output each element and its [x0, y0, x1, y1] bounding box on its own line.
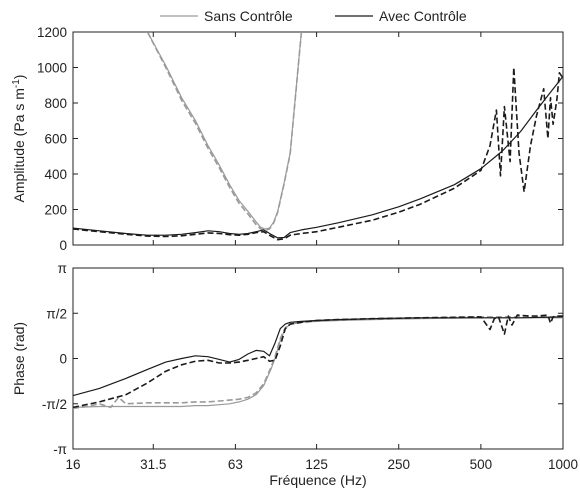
amplitude-ytick-label-6: 1200 — [37, 25, 67, 40]
legend-label-sans: Sans Contrôle — [204, 8, 293, 24]
amplitude-ytick-label-3: 600 — [44, 132, 67, 147]
amplitude-ylabel-exponent: -1 — [11, 79, 22, 88]
amplitude-ytick-label-4: 800 — [44, 96, 67, 111]
amplitude-ytick-label-5: 1000 — [37, 61, 67, 76]
phase-series-sans-solid-line — [73, 317, 563, 408]
phase-series-group — [73, 314, 563, 410]
xtick-label-0: 16 — [65, 457, 80, 472]
phase-series-sans-dashed-line — [73, 316, 563, 410]
phase-ytick-label-2: 0 — [59, 352, 67, 367]
xtick-label-3: 125 — [305, 457, 328, 472]
phase-ylabel: Phase (rad) — [11, 322, 27, 395]
amplitude-series-sans-dashed-line — [146, 32, 303, 232]
amplitude-ytick-label-2: 400 — [44, 167, 67, 182]
amplitude-plot-frame — [72, 31, 564, 246]
phase-series-avec-dashed-line — [73, 314, 563, 409]
phase-plot-frame — [72, 267, 564, 450]
xtick-label-4: 250 — [387, 457, 410, 472]
x-axis-label: Fréquence (Hz) — [269, 472, 366, 488]
xtick-label-1: 31.5 — [140, 457, 166, 472]
amplitude-series-group — [73, 32, 563, 241]
legend: Sans Contrôle Avec Contrôle — [160, 8, 467, 24]
xtick-label-5: 500 — [470, 457, 493, 472]
amplitude-series-sans-solid-line — [146, 32, 302, 230]
legend-label-avec: Avec Contrôle — [379, 8, 467, 24]
amplitude-ytick-label-1: 200 — [44, 203, 67, 218]
amplitude-ylabel-end: ) — [11, 75, 27, 80]
amplitude-ylabel-main: Amplitude (Pa s m — [11, 88, 27, 202]
amplitude-ylabel: Amplitude (Pa s m-1) — [11, 75, 27, 203]
phase-ytick-label-3: π/2 — [46, 306, 67, 321]
phase-ytick-label-0: -π — [53, 442, 67, 457]
amplitude-series-avec-dashed-line — [73, 66, 563, 241]
phase-ytick-label-4: π — [58, 261, 67, 276]
amplitude-series-avec-solid-line — [73, 76, 563, 239]
xtick-label-6: 1000 — [548, 457, 578, 472]
phase-ytick-label-1: -π/2 — [42, 397, 67, 412]
amplitude-ytick-label-0: 0 — [59, 238, 67, 253]
amplitude-panel: Amplitude (Pa s m-1) 0 200 400 600 800 1000 12… — [11, 25, 564, 253]
phase-panel: Phase (rad) -π -π/2 0 π/2 π 16 31.5 63 125 250 500… — [11, 261, 578, 472]
xtick-label-2: 63 — [228, 457, 243, 472]
